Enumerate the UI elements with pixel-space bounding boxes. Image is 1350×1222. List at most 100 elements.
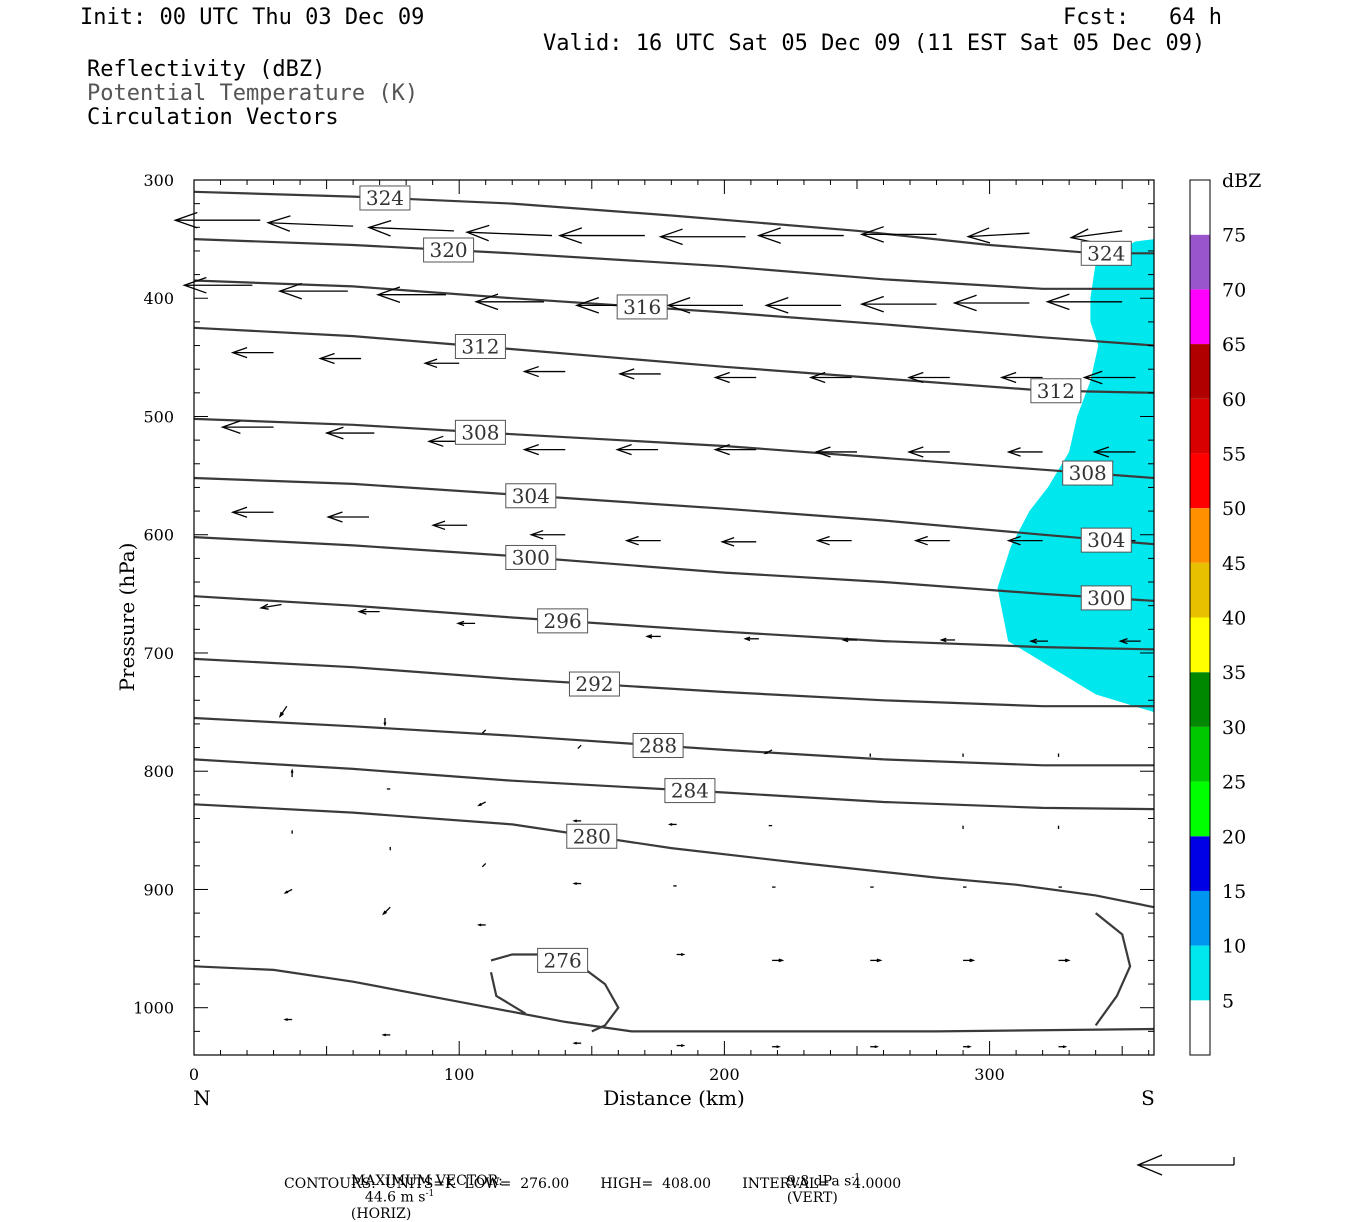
colorbar-segment: [1190, 1000, 1210, 1055]
vector-head: [383, 722, 387, 727]
theta-contour-304: [193, 476, 1155, 546]
vector-head: [1069, 228, 1090, 243]
circulation-vector: [357, 608, 380, 615]
circulation-vector: [624, 535, 661, 546]
circulation-vector: [763, 749, 773, 755]
circulation-vector: [278, 705, 288, 719]
circulation-vector: [456, 620, 476, 627]
contour-label-316: 316: [623, 295, 661, 319]
vector-shaft: [261, 603, 282, 609]
vector-head: [474, 293, 499, 311]
colorbar-level-label: 65: [1222, 334, 1246, 356]
circulation-vector: [841, 637, 857, 643]
circulation-vector: [572, 882, 582, 885]
vector-head: [326, 511, 343, 523]
circulation-vector: [1028, 638, 1048, 644]
circulation-vector: [907, 371, 950, 384]
circulation-vector: [182, 276, 253, 294]
vector-head: [859, 226, 884, 243]
vector-head: [431, 520, 446, 531]
colorbar-title: dBZ: [1222, 170, 1261, 192]
contour-label-312: 312: [1037, 379, 1075, 403]
circulation-vector: [381, 1033, 391, 1037]
circulation-vector: [431, 520, 468, 531]
theta-contour-312: [193, 326, 1155, 394]
vector-head: [259, 603, 269, 610]
max-vector-vert: 9.8 dPa s: [786, 1173, 852, 1190]
vector-head: [522, 365, 539, 378]
circulation-vector: [963, 1045, 972, 1049]
contour-label-box: [616, 294, 668, 320]
circulation-vector: [476, 923, 486, 927]
colorbar-level-label: 70: [1222, 279, 1246, 301]
vector-head: [874, 1045, 880, 1049]
x-axis-label: Distance (km): [603, 1086, 745, 1110]
valid-time: Valid: 16 UTC Sat 05 Dec 09 (11 EST Sat …: [543, 31, 1206, 56]
circulation-vector: [230, 347, 274, 359]
colorbar-level-label: 55: [1222, 443, 1246, 465]
circulation-vector: [423, 358, 460, 369]
vector-head: [913, 535, 928, 546]
colorbar-level-label: 40: [1222, 608, 1246, 630]
contour-label-320: 320: [429, 238, 467, 262]
vector-shaft: [968, 232, 1030, 238]
circulation-vector: [907, 446, 950, 458]
circulation-vector: [870, 958, 883, 963]
colorbar-level-label: 35: [1222, 662, 1246, 684]
vector-head: [680, 953, 686, 956]
colorbar-level-label: 45: [1222, 553, 1246, 575]
circulation-vector: [615, 443, 659, 456]
colorbar-level-label: 25: [1222, 772, 1246, 794]
circulation-vector: [529, 529, 566, 540]
vector-head: [764, 297, 789, 314]
circulation-vector: [465, 224, 553, 242]
circulation-vector: [859, 295, 937, 313]
vector-head: [1082, 370, 1103, 385]
circulation-vector: [939, 637, 956, 643]
vector-head: [841, 637, 849, 643]
vector-head: [778, 958, 785, 963]
contour-label-box: [664, 778, 716, 804]
vector-head: [529, 529, 544, 540]
circulation-vector: [383, 718, 387, 727]
vector-head: [617, 368, 635, 380]
colorbar-segment: [1190, 289, 1210, 345]
vector-head: [814, 446, 831, 458]
colorbar-segment: [1190, 508, 1210, 563]
vector-head: [427, 435, 444, 447]
theta-contour-276: [490, 953, 620, 1033]
y-tick-label: 1000: [133, 999, 174, 1018]
vector-head: [859, 295, 884, 313]
circulation-vector: [522, 443, 566, 456]
vector-head: [522, 443, 539, 456]
circulation-vector: [522, 365, 566, 378]
vector-head: [572, 819, 577, 823]
circulation-vector: [772, 958, 785, 963]
contour-label-280: 280: [573, 824, 611, 848]
colorbar-level-label: 75: [1222, 225, 1246, 247]
circulation-vector: [1069, 228, 1123, 243]
circulation-vector: [277, 282, 348, 300]
circulation-vector: [870, 1045, 880, 1049]
circulation-vector: [859, 226, 937, 243]
vector-shaft: [466, 231, 553, 237]
contour-segment-1: [1094, 912, 1132, 1027]
circulation-vector: [617, 368, 661, 380]
vector-head: [366, 220, 392, 237]
circulation-vector: [474, 293, 545, 311]
contour-label-308: 308: [461, 420, 499, 444]
colorbar-level-label: 10: [1222, 936, 1246, 958]
x-tick-label: 0: [189, 1065, 199, 1084]
circulation-vector: [756, 227, 844, 244]
theta-contour-292: [193, 657, 1154, 708]
contour-label-304: 304: [1087, 528, 1125, 552]
circulation-vector: [481, 729, 487, 734]
vector-head: [743, 636, 751, 642]
max-vector-horiz-unit: (HORIZ): [350, 1205, 412, 1222]
colorbar-level-label: 20: [1222, 826, 1246, 848]
contour-label-288: 288: [639, 733, 677, 757]
vector-head: [658, 228, 683, 246]
vector-head: [572, 882, 577, 885]
circulation-vector: [572, 1041, 582, 1045]
contour-label-308: 308: [1069, 461, 1107, 485]
